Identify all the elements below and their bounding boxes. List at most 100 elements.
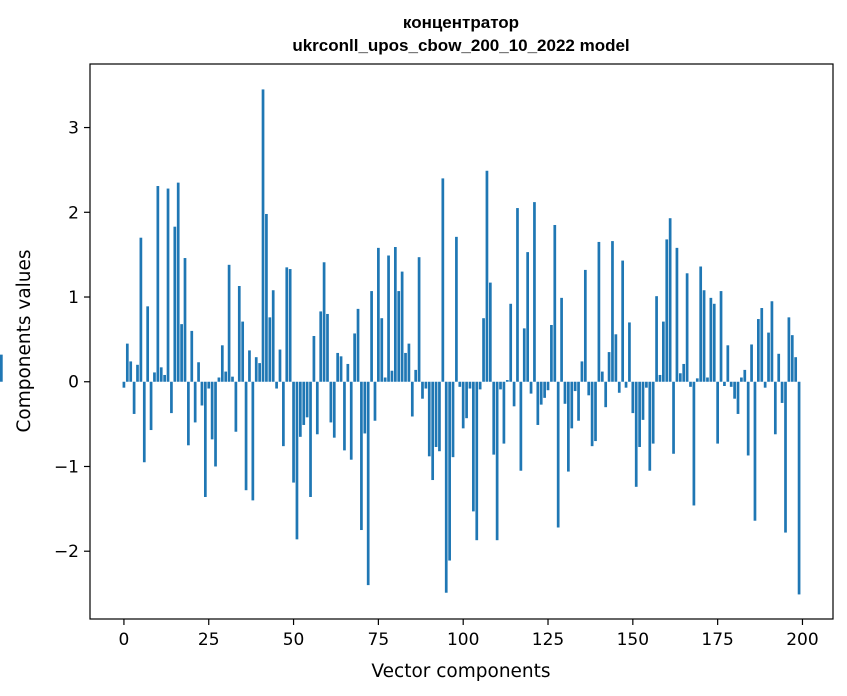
bar-160 [665,239,669,382]
bar-187 [757,319,760,382]
bar-60 [326,313,329,382]
bar-161 [668,218,672,382]
bar-102 [468,381,472,389]
bar-50 [292,381,295,483]
bar-undefined [0,354,3,382]
bar-78 [387,255,390,382]
bar-51 [295,381,299,540]
bar-113 [505,380,509,382]
bar-35 [241,321,245,382]
bar-56 [312,335,316,382]
y-tick-label: −2 [54,542,79,562]
bar-173 [709,297,713,382]
bar-61 [329,381,333,423]
x-tick-label: 75 [368,630,390,650]
bar-42 [265,213,268,382]
bar-1 [125,343,129,382]
bar-176 [719,291,723,382]
bar-72 [366,381,370,586]
bar-125 [546,381,550,391]
bar-132 [570,381,574,429]
bar-124 [543,381,546,398]
chart-title: концентратор [403,13,519,32]
bar-32 [231,376,234,382]
bar-106 [482,318,485,382]
bar-81 [397,291,401,382]
bar-131 [567,381,570,472]
bar-77 [383,377,387,382]
bar-3 [132,381,136,414]
bar-57 [315,381,319,435]
bar-110 [495,381,499,541]
bar-172 [706,377,709,382]
bar-137 [587,381,591,396]
x-tick-label: 150 [617,630,649,650]
bar-88 [421,381,424,399]
bar-133 [573,381,577,392]
bar-128 [556,381,560,528]
bar-185 [750,344,753,382]
bar-25 [207,381,211,389]
bar-34 [237,286,241,382]
bar-13 [166,188,170,382]
bar-27 [214,381,217,467]
bar-116 [516,208,519,382]
x-tick-label: 125 [532,630,564,650]
bar-76 [380,318,384,382]
bar-2 [129,361,133,382]
bar-30 [224,371,228,382]
bar-183 [743,369,747,382]
bar-59 [322,262,326,382]
bar-192 [773,381,777,435]
bar-178 [726,345,730,382]
bar-23 [200,381,204,406]
bar-171 [702,290,706,382]
bar-150 [631,381,635,414]
bar-33 [234,381,238,432]
bar-144 [611,241,614,382]
bar-66 [346,363,350,382]
y-tick-label: 2 [68,203,79,223]
bar-73 [370,291,373,382]
y-tick-label: −1 [54,457,79,477]
bar-71 [363,381,367,434]
y-axis-ticks: −2 −1 0 1 2 3 [54,119,90,562]
bar-152 [638,381,641,447]
bar-134 [577,381,580,421]
bar-155 [648,381,652,471]
bar-127 [553,224,557,382]
bar-101 [465,381,468,419]
bar-170 [699,266,703,382]
bar-36 [244,381,248,491]
bar-164 [678,373,682,382]
bar-18 [183,258,187,382]
bar-17 [180,324,183,382]
bar-175 [716,381,719,444]
bar-0 [122,381,126,388]
bar-58 [319,311,323,382]
bar-98 [455,236,458,382]
bar-86 [414,369,418,382]
bar-87 [417,257,421,382]
bar-90 [427,381,431,457]
bar-80 [393,247,397,382]
bar-193 [777,353,781,382]
x-tick-label: 175 [701,630,733,650]
bar-117 [519,381,523,471]
bar-123 [539,381,543,405]
bar-190 [767,332,770,382]
bar-198 [794,357,798,382]
bar-141 [600,371,604,382]
bar-70 [360,381,363,531]
bar-196 [787,317,791,382]
bar-29 [220,345,224,382]
bar-138 [590,381,594,447]
x-tick-label: 25 [198,630,220,650]
x-tick-label: 100 [447,630,479,650]
bar-111 [499,381,502,390]
bar-89 [424,381,428,389]
bar-22 [197,362,200,382]
bar-115 [512,381,516,407]
y-tick-label: 0 [68,373,79,393]
bar-97 [451,381,455,458]
